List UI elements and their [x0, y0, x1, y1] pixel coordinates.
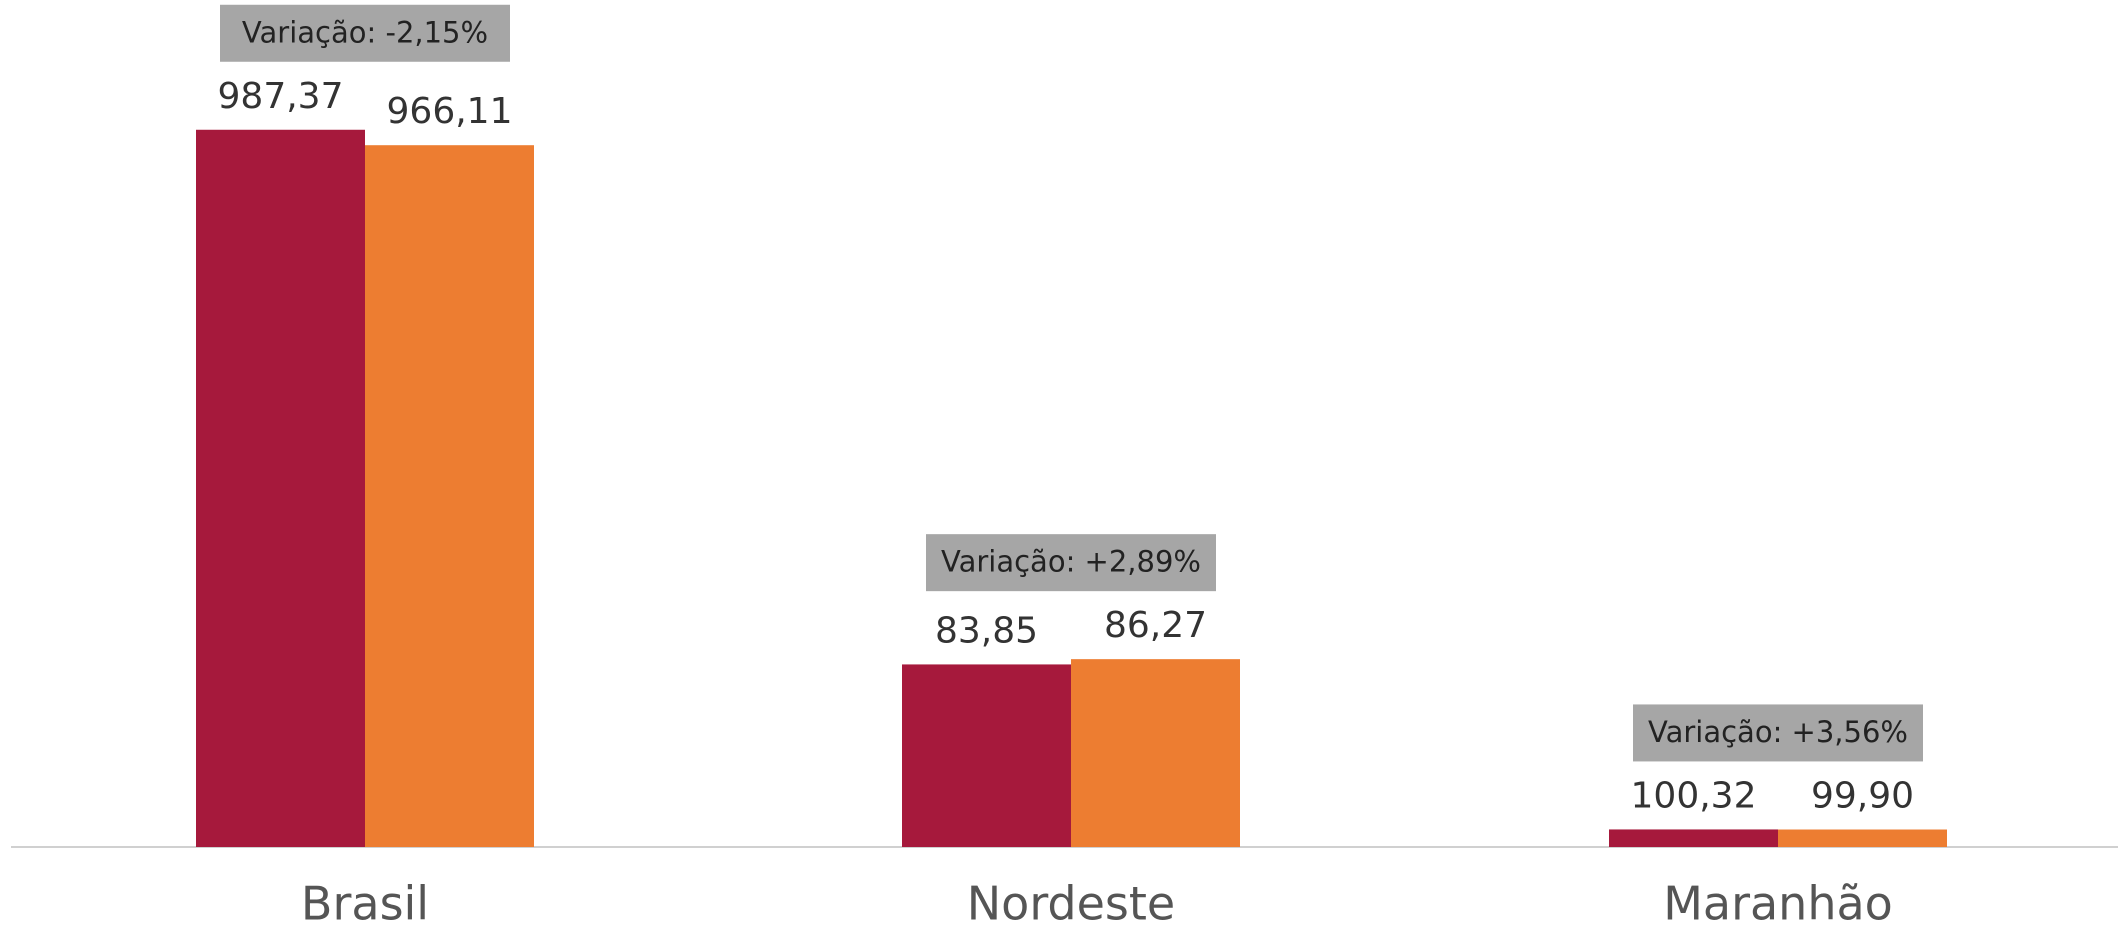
- bar: [1778, 829, 1947, 847]
- annotation: Variação: -2,15%: [242, 15, 488, 49]
- value-label: 100,32: [1631, 775, 1757, 816]
- value-label: 987,37: [218, 76, 344, 117]
- bar: [902, 664, 1071, 847]
- annotation-box: [220, 4, 510, 62]
- value-label: 99,90: [1811, 776, 1914, 817]
- value-label: 966,11: [387, 91, 513, 132]
- annotation-box: [926, 534, 1216, 592]
- x-tick-label: Brasil: [301, 877, 429, 929]
- annotation: Variação: +3,56%: [1648, 715, 1908, 749]
- value-label: 83,85: [935, 610, 1038, 651]
- annotation: Variação: +2,89%: [941, 545, 1201, 579]
- annotation-box: [1633, 704, 1923, 762]
- x-tick-label: Nordeste: [967, 877, 1175, 929]
- x-tick-label: Maranhão: [1663, 877, 1893, 929]
- bar: [365, 145, 534, 847]
- value-label: 86,27: [1104, 605, 1207, 646]
- bar: [196, 129, 365, 847]
- bar: [1071, 659, 1240, 847]
- bar: [1609, 829, 1778, 847]
